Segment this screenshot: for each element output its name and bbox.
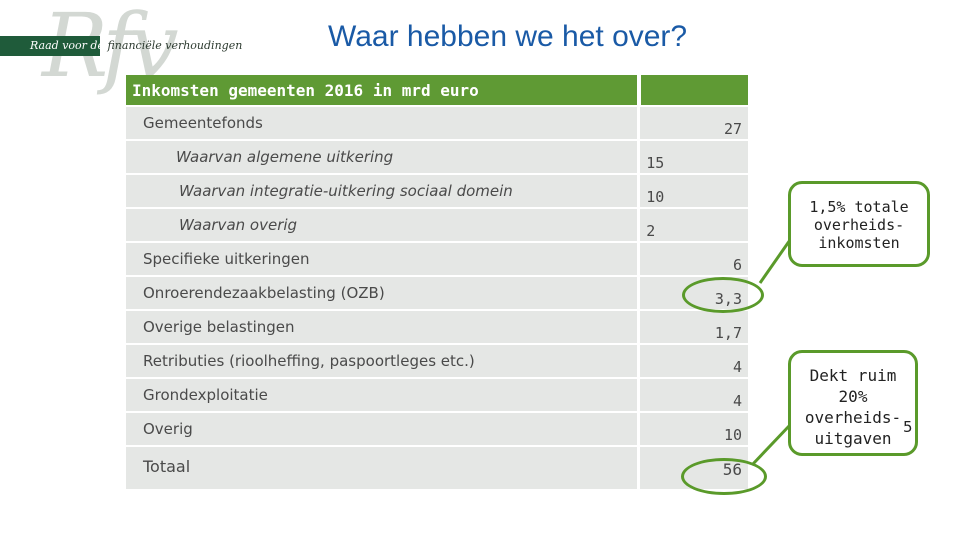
callout-line: Dekt ruim [809, 366, 897, 385]
callout-line: overheids- [813, 216, 905, 234]
logo-bar [0, 36, 100, 56]
table-row: Gemeentefonds 27 [126, 107, 748, 141]
table-header-value-cell [640, 75, 748, 107]
row-value: 6 [732, 256, 742, 274]
row-label: Specifieke uitkeringen [143, 250, 310, 268]
logo-text-part2: financiële verhoudingen [103, 39, 243, 52]
row-label: Retributies (rioolheffing, paspoortleges… [143, 352, 475, 370]
table-row-total: Totaal 56 [126, 447, 748, 491]
callout-line: overheids- [804, 408, 902, 427]
table-row: Waarvan algemene uitkering 15 [126, 141, 748, 175]
row-label: Overig [143, 420, 193, 438]
row-value: 10 [723, 426, 742, 444]
connector-line-1 [758, 239, 792, 284]
logo-text-part1: Raad voor de [30, 39, 104, 52]
table-header-row: Inkomsten gemeenten 2016 in mrd euro [126, 75, 748, 107]
table-header: Inkomsten gemeenten 2016 in mrd euro [132, 80, 479, 100]
callout-line: uitgaven [814, 429, 892, 448]
logo-text: Raad voor de financiële verhoudingen [30, 39, 242, 52]
table-header-cell: Inkomsten gemeenten 2016 in mrd euro [126, 75, 641, 107]
callout-line: 20% [838, 387, 868, 406]
row-label: Grondexploitatie [143, 386, 268, 404]
highlight-ring-total [681, 458, 767, 495]
row-value: 15 [646, 154, 665, 172]
row-label: Onroerendezaakbelasting (OZB) [143, 284, 385, 302]
row-label: Overige belastingen [143, 318, 295, 336]
table-row: Overige belastingen 1,7 [126, 311, 748, 345]
table-row: Grondexploitatie 4 [126, 379, 748, 413]
page-number: 5 [903, 418, 913, 436]
table-row: Onroerendezaakbelasting (OZB) 3,3 [126, 277, 748, 311]
row-value: 10 [646, 188, 665, 206]
row-value: 2 [646, 222, 656, 240]
connector-line-2 [750, 423, 792, 467]
callout-expenditure-share: Dekt ruim 20% overheids- uitgaven [788, 350, 918, 456]
table-row: Waarvan overig 2 [126, 209, 748, 243]
row-label: Gemeentefonds [143, 114, 263, 132]
row-label: Waarvan overig [179, 216, 298, 234]
table-row: Retributies (rioolheffing, paspoortleges… [126, 345, 748, 379]
slide-title: Waar hebben we het over? [328, 20, 688, 53]
income-table: Inkomsten gemeenten 2016 in mrd euro Gem… [126, 75, 748, 491]
table-row: Waarvan integratie-uitkering sociaal dom… [126, 175, 748, 209]
table-row: Specifieke uitkeringen 6 [126, 243, 748, 277]
row-label: Waarvan integratie-uitkering sociaal dom… [179, 182, 513, 200]
total-label: Totaal [143, 457, 191, 476]
callout-line: inkomsten [818, 234, 900, 252]
callout-income-share: 1,5% totale overheids- inkomsten [788, 181, 930, 267]
row-value: 4 [732, 392, 742, 410]
table-row: Overig 10 [126, 413, 748, 447]
row-value: 27 [723, 120, 742, 138]
row-value: 1,7 [714, 324, 742, 342]
row-value: 4 [732, 358, 742, 376]
callout-line: 1,5% totale [809, 198, 909, 216]
highlight-ring-ozb [682, 277, 764, 313]
row-label: Waarvan algemene uitkering [176, 148, 394, 166]
rfv-logo: Rfv Raad voor de financiële verhoudingen [0, 0, 242, 100]
